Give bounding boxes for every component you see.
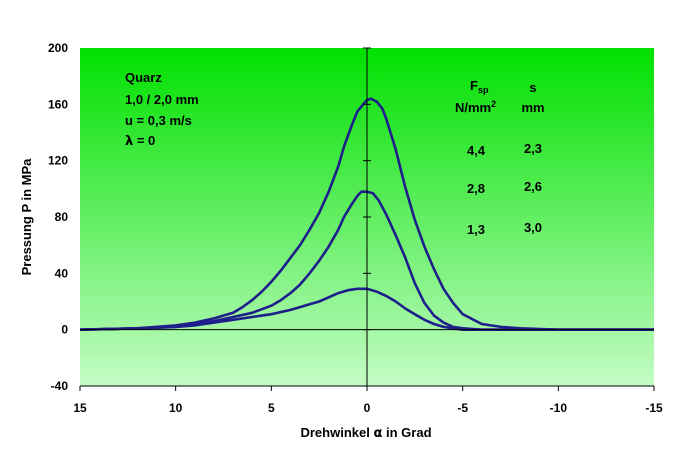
series-line-2 [79,190,654,331]
x-tick-label: 15 [73,401,87,415]
y-tick-label: -40 [51,379,69,393]
table-header-s: s [529,80,536,95]
y-tick-label: 40 [55,266,69,280]
x-tick-label: -5 [457,401,468,415]
annotation-lambda: λ = 0 [125,133,155,149]
y-tick-label: 80 [55,210,69,224]
y-tick-label: 0 [61,323,68,337]
annotation-velocity: u = 0,3 m/s [125,113,192,128]
table-unit-s: mm [521,100,544,115]
annotation-block: Quarz 1,0 / 2,0 mm u = 0,3 m/s λ = 0 [125,70,199,149]
x-tick-label: -10 [550,401,568,415]
x-tick-label: 10 [169,401,183,415]
x-tick-label: -15 [645,401,663,415]
table-cell-s: 2,6 [524,179,542,194]
annotation-material: Quarz [125,70,162,85]
legend-table: Fsp N/mm2 s mm 4,4 2,3 2,8 2,6 1,3 3,0 [455,78,545,237]
table-unit-fsp: N/mm2 [455,99,496,115]
table-cell-fsp: 1,3 [467,222,485,237]
table-cell-fsp: 4,4 [467,143,486,158]
series-line-1 [79,97,654,331]
x-tick-label: 5 [268,401,275,415]
y-axis-title: Pressung P in MPa [19,158,34,276]
annotation-dimensions: 1,0 / 2,0 mm [125,92,199,107]
y-tick-label: 200 [48,41,68,55]
table-cell-fsp: 2,8 [467,181,485,196]
y-tick-label: 120 [48,154,68,168]
table-cell-s: 3,0 [524,220,542,235]
x-axis-title: Drehwinkel α in Grad [300,425,431,441]
x-tick-label: 0 [364,401,371,415]
table-header-fsp: Fsp [470,78,489,95]
series-layer [79,97,654,331]
y-tick-label: 160 [48,97,68,111]
tick-layer: -40 0 40 80 120 160 200 15 10 5 0 -5 -10 -15 [48,41,663,415]
series-line-3 [79,287,654,331]
table-cell-s: 2,3 [524,141,542,156]
